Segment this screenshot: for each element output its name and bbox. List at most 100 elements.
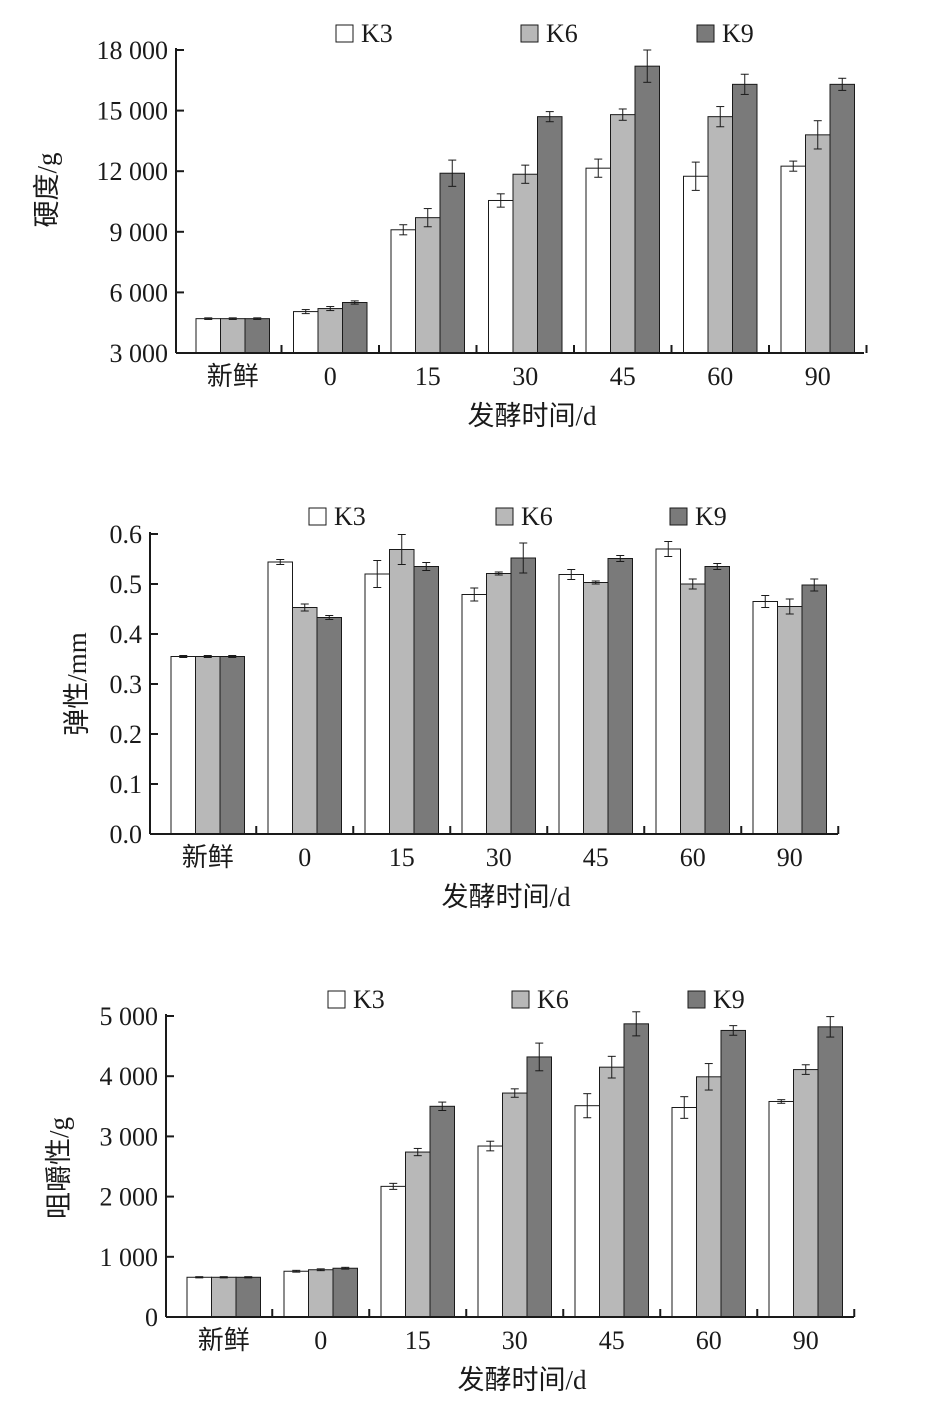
chart-hardness: K3 K6 K9 新鲜 0 15 30 45 60 90 3 000 6 000 9 000 12 000… xyxy=(32,19,868,431)
x-tick-label: 15 xyxy=(389,843,415,872)
x-axis-title: 发酵时间/d xyxy=(467,401,597,431)
bar-k9 xyxy=(413,566,439,835)
y-tick-label: 0.1 xyxy=(110,770,143,799)
bar-k6 xyxy=(211,1276,237,1318)
bar-k3 xyxy=(558,574,584,835)
bar-k6 xyxy=(610,114,636,354)
y-tick-label: 0.0 xyxy=(110,820,143,849)
bar-k9 xyxy=(526,1056,552,1318)
bar-k3 xyxy=(477,1145,503,1318)
bar-k9 xyxy=(704,566,730,835)
x-tick-label: 60 xyxy=(707,362,733,391)
bar-k9 xyxy=(429,1105,455,1318)
x-tick-label: 45 xyxy=(583,843,609,872)
bar-k6 xyxy=(405,1151,431,1318)
bar-k9 xyxy=(342,302,368,354)
legend-swatch-k3 xyxy=(308,507,327,526)
bar-k3 xyxy=(683,175,709,354)
x-tick-label: 30 xyxy=(512,362,538,391)
bar-k6 xyxy=(512,173,538,354)
legend-swatch-k9 xyxy=(669,507,688,526)
y-axis-title: 咀嚼性/g xyxy=(44,1117,74,1219)
bar-k9 xyxy=(235,1276,261,1318)
bar-k6 xyxy=(415,217,441,354)
x-tick-label: 0 xyxy=(324,362,337,391)
bar-k6 xyxy=(317,308,343,354)
legend-swatch-k3 xyxy=(335,24,354,43)
bar-k3 xyxy=(390,229,416,354)
bar-k6 xyxy=(793,1069,819,1318)
x-tick-label: 60 xyxy=(696,1326,722,1355)
bar-k6 xyxy=(583,582,609,835)
bar-k6 xyxy=(195,656,221,835)
x-tick-label: 15 xyxy=(405,1326,431,1355)
legend-label-k9: K9 xyxy=(722,19,754,48)
bar-k9 xyxy=(439,172,465,354)
legend-swatch-k6 xyxy=(520,24,539,43)
y-tick-label: 9 000 xyxy=(110,218,169,247)
bar-k3 xyxy=(768,1100,794,1318)
legend-swatch-k6 xyxy=(511,990,530,1009)
bar-k9 xyxy=(607,558,633,835)
legend-swatch-k9 xyxy=(696,24,715,43)
x-tick-label: 90 xyxy=(777,843,803,872)
x-tick-label: 30 xyxy=(486,843,512,872)
x-tick-label: 0 xyxy=(298,843,311,872)
y-tick-label: 1 000 xyxy=(100,1243,159,1272)
y-tick-label: 0.5 xyxy=(110,570,143,599)
legend-swatch-k6 xyxy=(495,507,514,526)
x-axis-title: 发酵时间/d xyxy=(457,1365,587,1395)
bar-k9 xyxy=(817,1026,843,1318)
bar-k9 xyxy=(244,318,270,354)
bar-k6 xyxy=(805,134,831,354)
bar-k6 xyxy=(486,573,512,835)
y-tick-label: 2 000 xyxy=(100,1183,159,1212)
x-tick-label: 90 xyxy=(805,362,831,391)
chart-springiness: K3 K6 K9 新鲜 0 15 30 45 60 90 0.0 0.1 0.2 0.3 0.4 0.5 0.6… xyxy=(62,502,840,912)
bar-k3 xyxy=(488,199,514,354)
bar-k3 xyxy=(671,1107,697,1318)
y-tick-label: 15 000 xyxy=(97,97,169,126)
y-axis-title: 硬度/g xyxy=(32,152,62,227)
bar-k3 xyxy=(267,561,293,835)
bar-k3 xyxy=(293,311,319,354)
y-tick-label: 18 000 xyxy=(97,36,169,65)
y-tick-label: 4 000 xyxy=(100,1062,159,1091)
legend-swatch-k9 xyxy=(687,990,706,1009)
bar-k3 xyxy=(574,1105,600,1318)
legend-swatch-k3 xyxy=(327,990,346,1009)
legend-label-k6: K6 xyxy=(521,502,553,531)
legend-label-k6: K6 xyxy=(546,19,578,48)
legend-label-k3: K3 xyxy=(353,985,385,1014)
legend-label-k3: K3 xyxy=(361,19,393,48)
bar-k3 xyxy=(283,1270,309,1318)
x-tick-label: 新鲜 xyxy=(182,843,234,872)
x-tick-label: 30 xyxy=(502,1326,528,1355)
y-tick-label: 3 000 xyxy=(110,339,169,368)
bar-k3 xyxy=(655,548,681,835)
y-tick-label: 0.4 xyxy=(110,620,143,649)
y-tick-label: 3 000 xyxy=(100,1122,159,1151)
bar-k6 xyxy=(308,1269,334,1318)
chart-chewiness: K3 K6 K9 新鲜 0 15 30 45 60 90 0 1 000 2 000 3 000 4 000… xyxy=(44,985,856,1395)
bar-k6 xyxy=(599,1066,625,1318)
bar-k6 xyxy=(389,549,415,835)
bar-k9 xyxy=(537,116,563,354)
y-tick-label: 5 000 xyxy=(100,1002,159,1031)
bar-k3 xyxy=(364,573,390,835)
y-tick-label: 6 000 xyxy=(110,278,169,307)
bar-k9 xyxy=(219,656,245,835)
x-tick-label: 60 xyxy=(680,843,706,872)
bar-k9 xyxy=(332,1267,358,1318)
y-tick-label: 12 000 xyxy=(97,157,169,186)
x-tick-label: 新鲜 xyxy=(207,362,259,391)
legend-label-k6: K6 xyxy=(537,985,569,1014)
bar-k3 xyxy=(195,318,221,354)
legend-label-k9: K9 xyxy=(713,985,745,1014)
bar-k9 xyxy=(316,617,342,835)
bar-k6 xyxy=(777,606,803,835)
y-tick-label: 0.2 xyxy=(110,720,143,749)
bar-k3 xyxy=(461,594,487,835)
x-tick-label: 新鲜 xyxy=(198,1326,250,1355)
bar-k6 xyxy=(696,1076,722,1318)
